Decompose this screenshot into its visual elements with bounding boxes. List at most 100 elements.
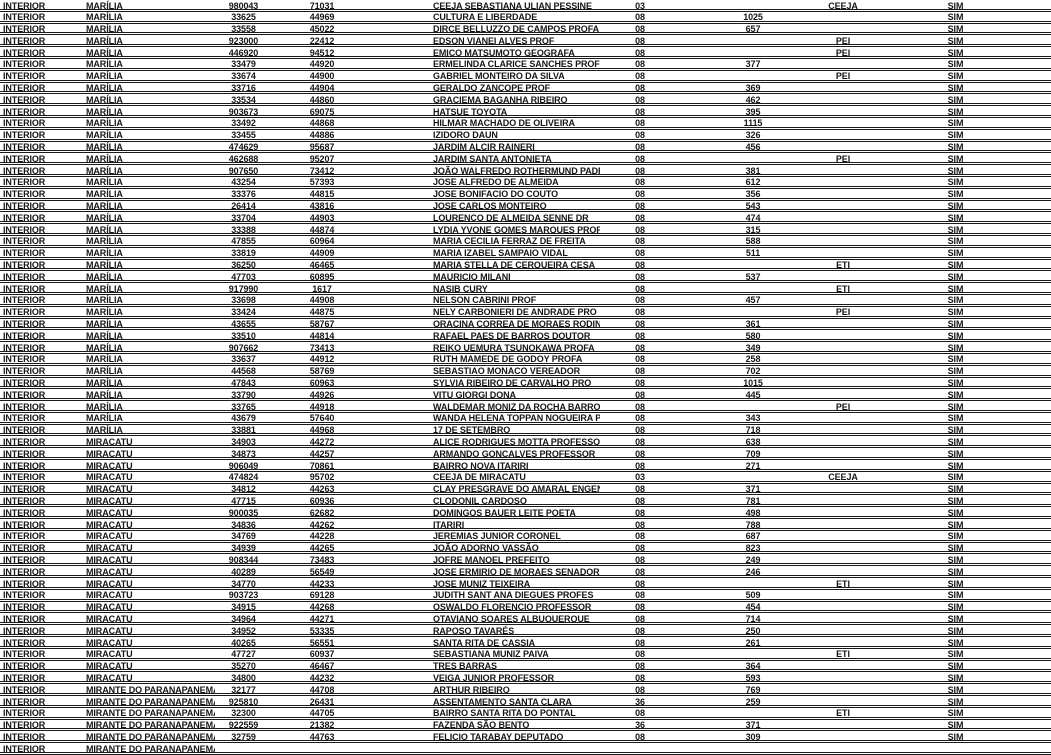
cell-school-name: 17 DE SETEMBRO [433, 425, 511, 434]
cell-code-a: 33455 [231, 130, 256, 139]
cell-program [826, 507, 860, 516]
cell-type-code: 08 [635, 12, 645, 21]
cell-type-code: 08 [635, 248, 645, 257]
table-row: INTERIOR MARÍLIA 33790 44926 VITU GIORGI DON… [0, 389, 1051, 402]
cell-municipality: MARÍLIA [86, 59, 123, 68]
cell-code-b: 44263 [309, 484, 335, 493]
table-row: INTERIOR MIRACATU 47727 60937 SEBASTIANA MUN… [0, 649, 1051, 661]
cell-school-name: VEIGA JUNIOR PROFESSOR [433, 672, 554, 682]
cell-zone: INTERIOR [3, 71, 46, 80]
cell-zone: INTERIOR [3, 389, 46, 399]
cell-sim: SIM [947, 94, 964, 104]
cell-program [826, 543, 860, 552]
cell-sim: SIM [947, 448, 964, 458]
cell-zone: INTERIOR [3, 413, 46, 422]
table-row: INTERIOR MARÍLIA 33716 44904 GERALDO ZANCOPE… [0, 83, 1051, 95]
cell-type-code: 03 [635, 0, 645, 9]
cell-code-b: 43816 [309, 201, 335, 210]
cell-zone: INTERIOR [3, 590, 46, 599]
cell-zone: INTERIOR [3, 130, 46, 139]
cell-type-code: 08 [635, 708, 645, 717]
cell-school-name: SEBASTIANA MUNIZ PAIVA [433, 649, 549, 658]
cell-program [826, 613, 860, 622]
cell-type-code: 08 [635, 189, 645, 198]
cell-program [826, 637, 860, 646]
cell-program [826, 448, 860, 457]
cell-municipality: MARÍLIA [86, 413, 123, 422]
cell-municipality: MARÍLIA [86, 342, 123, 351]
cell-zone: INTERIOR [3, 94, 46, 104]
table-row: INTERIOR MARÍLIA 33492 44868 HILMAR MACHADO … [0, 118, 1051, 130]
cell-type-code: 08 [635, 83, 645, 92]
cell-code-a: 922559 [228, 720, 259, 729]
cell-sim: SIM [947, 189, 964, 198]
cell-count: 258 [745, 354, 761, 363]
cell-sim: SIM [947, 142, 964, 151]
cell-municipality: MIRACATU [86, 543, 133, 552]
cell-type-code: 08 [635, 224, 645, 233]
cell-program: PEI [835, 153, 851, 163]
cell-school-name: ARMANDO GONCALVES PROFESSOR [433, 448, 596, 458]
cell-code-b: 73483 [309, 554, 335, 564]
cell-sim: SIM [947, 212, 964, 222]
cell-zone: INTERIOR [3, 401, 46, 410]
cell-program [826, 590, 860, 599]
cell-school-name: ALICE RODRIGUES MOTTA PROFESSO [433, 436, 600, 446]
cell-zone: INTERIOR [3, 519, 46, 528]
cell-school-name: JOÃO WALFREDO ROTHERMUND PADRE [433, 165, 600, 174]
cell-program [826, 248, 860, 257]
cell-type-code: 08 [635, 531, 645, 540]
cell-type-code: 08 [635, 590, 645, 599]
cell-type-code: 08 [635, 71, 645, 80]
cell-code-a: 33376 [231, 189, 256, 198]
cell-zone: INTERIOR [3, 59, 46, 68]
cell-code-a: 474824 [228, 472, 259, 481]
cell-municipality: MARÍLIA [86, 330, 123, 340]
cell-count: 657 [745, 24, 761, 33]
cell-program: ETI [836, 260, 850, 269]
cell-type-code: 36 [635, 696, 645, 705]
cell-count: 369 [745, 83, 761, 92]
cell-count: 454 [745, 602, 761, 611]
cell-zone: INTERIOR [3, 342, 46, 351]
cell-zone: INTERIOR [3, 495, 46, 505]
cell-zone: INTERIOR [3, 672, 46, 682]
cell-zone: INTERIOR [3, 708, 46, 717]
cell-program [826, 212, 860, 221]
cell-municipality: MARÍLIA [86, 319, 123, 328]
cell-type-code: 08 [635, 625, 645, 635]
cell-school-name: RUTH MAMEDE DE GODOY PROFA [433, 354, 583, 363]
table-row: INTERIOR MARÍLIA 33674 44900 GABRIEL MONTEIR… [0, 71, 1051, 83]
cell-sim: SIM [947, 24, 964, 33]
cell-count [680, 153, 826, 162]
cell-code-a: 47703 [231, 271, 256, 281]
cell-sim: SIM [947, 177, 964, 186]
cell-type-code: 08 [635, 543, 645, 552]
cell-municipality: MIRACATU [86, 578, 133, 587]
cell-code-b: 60936 [309, 495, 335, 505]
cell-count: 498 [745, 507, 761, 517]
cell-count [680, 472, 826, 481]
cell-municipality: MARÍLIA [86, 24, 123, 33]
cell-program [826, 142, 860, 151]
cell-school-name: LOURENCO DE ALMEIDA SENNE DR [433, 212, 589, 222]
cell-code-b: 44874 [309, 224, 335, 233]
cell-zone: INTERIOR [3, 720, 46, 729]
cell-program [826, 177, 860, 186]
cell-zone: INTERIOR [3, 613, 46, 623]
cell-code-b: 95687 [309, 142, 335, 151]
cell-code-b: 44272 [309, 436, 335, 446]
cell-zone: INTERIOR [3, 260, 46, 269]
cell-sim: SIM [947, 613, 964, 623]
cell-sim: SIM [947, 260, 964, 269]
table-row: INTERIOR MIRACATU 903723 69128 JUDITH SANT A… [0, 590, 1051, 602]
cell-school-name: JOSE ALFREDO DE ALMEIDA [433, 177, 559, 186]
cell-count: 381 [745, 165, 761, 174]
cell-code-b: 44265 [309, 543, 335, 552]
cell-type-code: 08 [635, 236, 645, 245]
cell-sim: SIM [947, 602, 964, 611]
cell-code-b: 45022 [309, 24, 335, 33]
cell-code-b: 44903 [309, 212, 335, 222]
cell-zone: INTERIOR [3, 201, 46, 210]
cell-code-a: 34964 [231, 613, 256, 623]
